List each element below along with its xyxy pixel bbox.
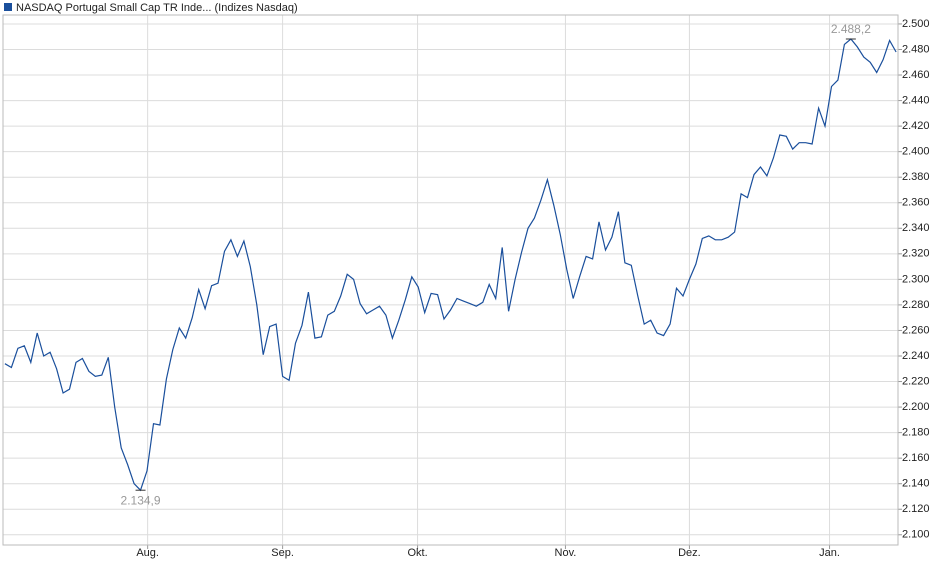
y-tick-label: 2.400 <box>902 146 930 158</box>
y-tick-label: 2.220 <box>902 375 930 387</box>
x-tick-label: Okt. <box>407 547 427 559</box>
y-tick-label: 2.480 <box>902 43 930 55</box>
y-tick-label: 2.240 <box>902 350 930 362</box>
y-tick-label: 2.440 <box>902 94 930 106</box>
y-tick-label: 2.180 <box>902 427 930 439</box>
x-tick-label: Dez. <box>678 547 701 559</box>
y-tick-label: 2.300 <box>902 273 930 285</box>
y-tick-label: 2.260 <box>902 324 930 336</box>
annotation: 2.134,9 <box>121 493 161 507</box>
legend-label: NASDAQ Portugal Small Cap TR Inde... (In… <box>16 2 298 14</box>
y-tick-label: 2.100 <box>902 529 930 541</box>
y-tick-label: 2.460 <box>902 69 930 81</box>
y-tick-label: 2.380 <box>902 171 930 183</box>
y-tick-label: 2.360 <box>902 197 930 209</box>
y-tick-label: 2.340 <box>902 222 930 234</box>
x-tick-label: Aug. <box>136 547 159 559</box>
y-tick-label: 2.140 <box>902 478 930 490</box>
y-tick-label: 2.320 <box>902 248 930 260</box>
x-tick-label: Sep. <box>271 547 294 559</box>
legend-swatch <box>4 3 12 11</box>
x-tick-label: Jan. <box>819 547 840 559</box>
annotation: 2.488,2 <box>831 22 871 36</box>
line-series <box>4 38 897 492</box>
y-tick-label: 2.120 <box>902 503 930 515</box>
y-tick-label: 2.160 <box>902 452 930 464</box>
x-tick-label: Nov. <box>555 547 577 559</box>
plot-frame <box>2 14 899 546</box>
y-tick-label: 2.280 <box>902 299 930 311</box>
y-tick-label: 2.420 <box>902 120 930 132</box>
y-tick-label: 2.200 <box>902 401 930 413</box>
y-tick-label: 2.500 <box>902 18 930 30</box>
